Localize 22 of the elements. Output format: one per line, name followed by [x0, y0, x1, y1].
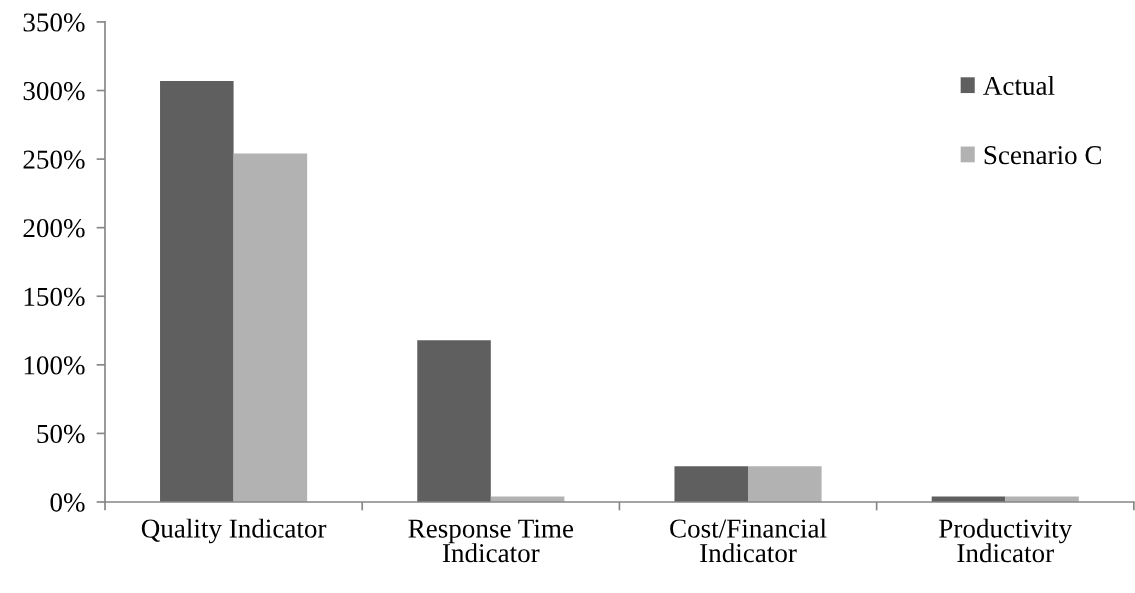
y-tick-label: 0%: [50, 493, 85, 512]
x-tick-label: Response Time Indicator: [408, 519, 574, 563]
bar: [748, 466, 822, 502]
bar: [490, 496, 565, 502]
y-tick-label: 200%: [23, 219, 85, 238]
y-tick-label: 50%: [37, 424, 85, 444]
y-tick-label: 150%: [24, 287, 85, 306]
y-tick-label: 300%: [23, 81, 85, 101]
legend-label: Actual: [983, 75, 1055, 96]
bar: [160, 80, 234, 502]
x-tick-label: Quality Indicator: [141, 518, 327, 544]
y-tick-label: 350%: [23, 13, 85, 32]
y-tick-label: 100%: [24, 356, 85, 375]
bar: [1005, 496, 1079, 502]
y-tick-label: 250%: [23, 150, 85, 169]
bar: [931, 496, 1006, 502]
bar: [674, 466, 749, 502]
bar: [233, 153, 308, 502]
x-tick-label: Cost/Financial Indicator: [670, 518, 827, 563]
legend-label: Scenario C: [984, 146, 1101, 165]
bar: [417, 340, 491, 502]
x-tick-label: Productivity Indicator: [939, 518, 1073, 563]
